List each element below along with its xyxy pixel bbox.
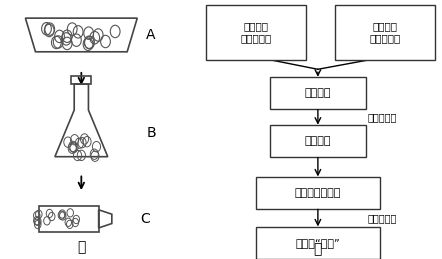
Text: 早期胚胎: 早期胚胎 — [305, 136, 331, 146]
FancyBboxPatch shape — [270, 77, 366, 109]
Text: C: C — [140, 212, 150, 226]
Text: B: B — [146, 126, 156, 140]
FancyBboxPatch shape — [206, 5, 306, 60]
Text: 另一母绵羊子宫: 另一母绵羊子宫 — [295, 188, 341, 198]
Text: A: A — [146, 28, 156, 42]
Text: 白面绵羊
乳腔细胞核: 白面绵羊 乳腔细胞核 — [369, 21, 400, 44]
FancyBboxPatch shape — [335, 5, 435, 60]
Text: 妊娠、出生: 妊娠、出生 — [368, 213, 397, 223]
FancyBboxPatch shape — [270, 125, 366, 157]
Bar — [71, 76, 91, 84]
Text: 克隆羊“多利”: 克隆羊“多利” — [296, 238, 340, 248]
Text: 乙: 乙 — [314, 242, 322, 256]
Text: 电脉冲刺激: 电脉冲刺激 — [368, 112, 397, 122]
FancyBboxPatch shape — [256, 227, 380, 259]
FancyBboxPatch shape — [256, 177, 380, 209]
Text: 黑面绵羊
去核卵细胞: 黑面绵羊 去核卵细胞 — [240, 21, 271, 44]
Text: 甲: 甲 — [77, 240, 85, 254]
Bar — [38, 206, 99, 232]
Text: 重组细胞: 重组细胞 — [305, 88, 331, 98]
